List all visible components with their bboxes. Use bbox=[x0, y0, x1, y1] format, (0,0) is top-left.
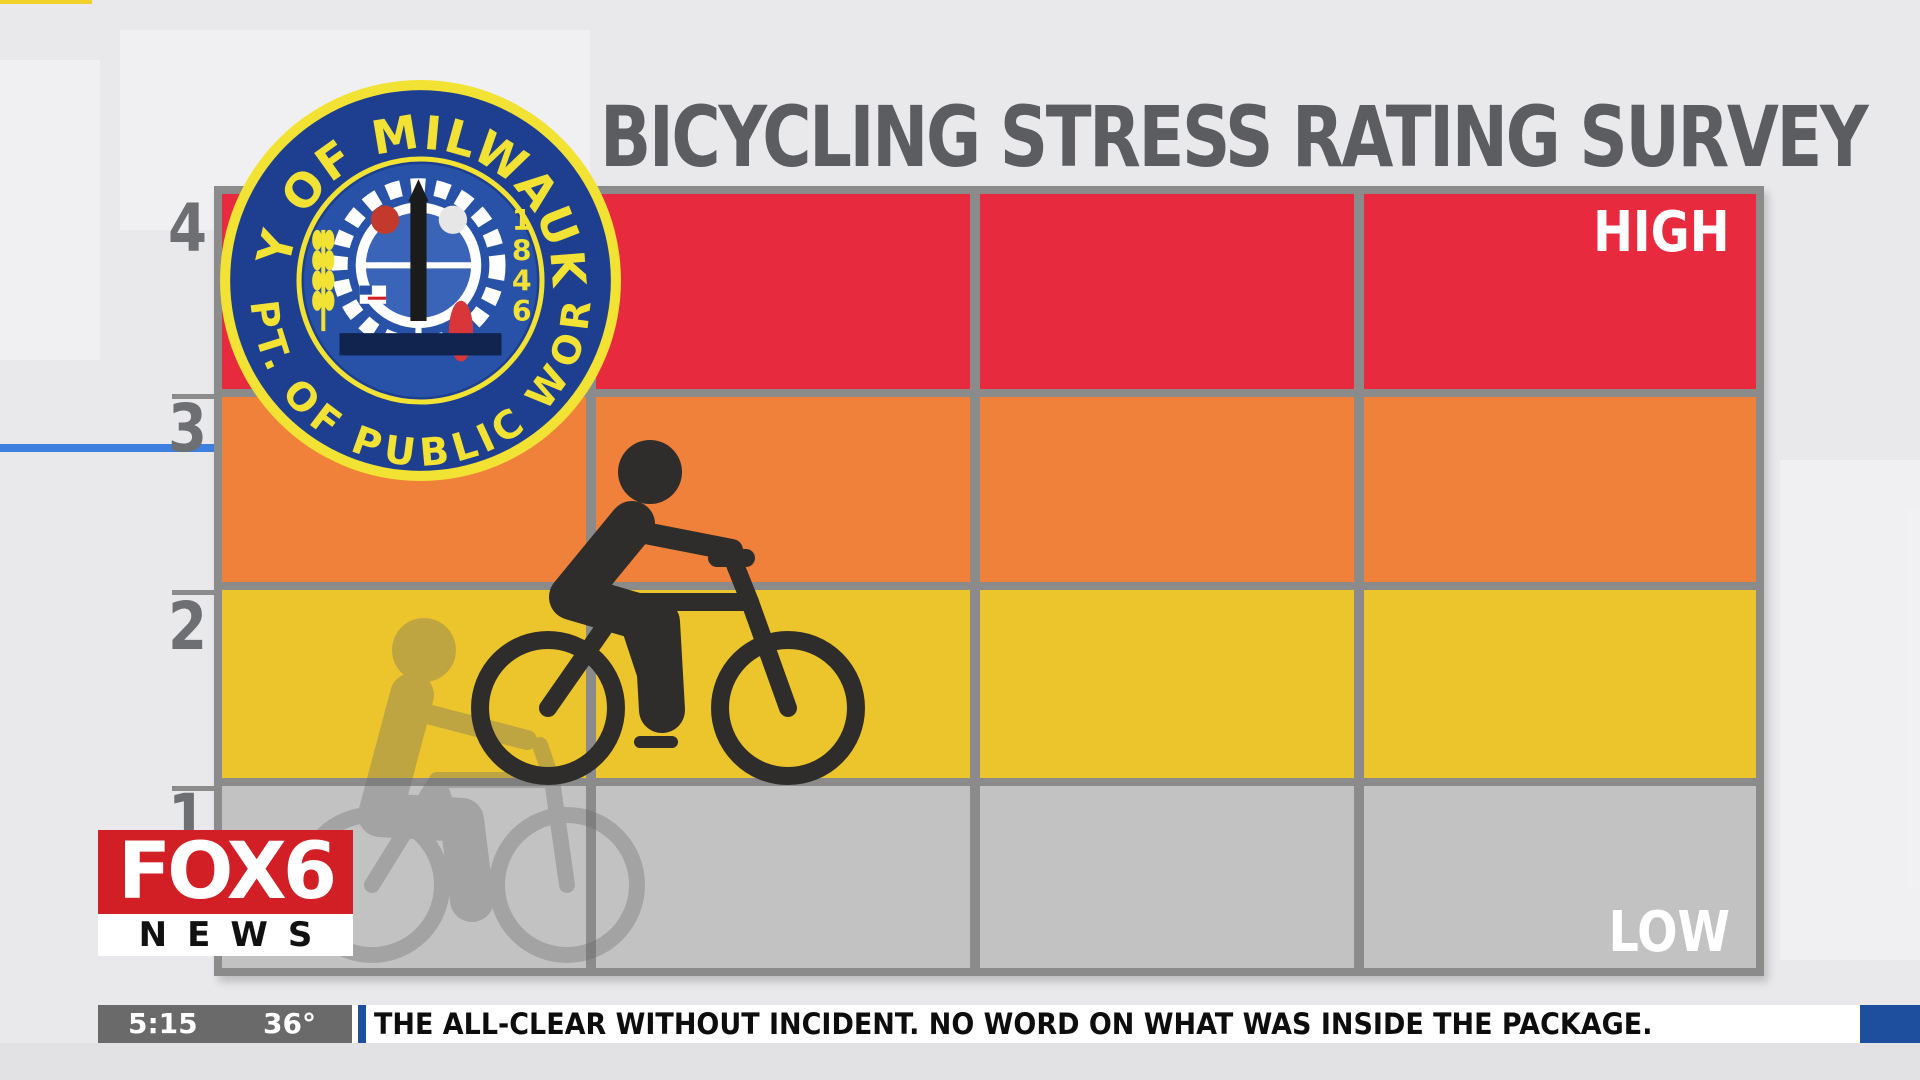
grid-cell-level-1 bbox=[980, 786, 1354, 968]
level-label-4: 4 bbox=[168, 190, 208, 267]
news-ticker: 5:15 36° THE ALL-CLEAR WITHOUT INCIDENT.… bbox=[98, 1005, 1920, 1043]
background-panel bbox=[0, 60, 100, 360]
ticker-divider bbox=[358, 1005, 366, 1043]
city-seal-logo: 1 8 4 6 CITY OF MILWAUKEE DEPT. OF PUBLI… bbox=[218, 78, 621, 481]
high-label: HIGH bbox=[1593, 200, 1730, 265]
cyclist-shadow-icon bbox=[294, 618, 645, 963]
station-logo-top: FOX6 bbox=[98, 830, 353, 914]
svg-text:1: 1 bbox=[512, 204, 532, 237]
axis-tick bbox=[172, 590, 216, 595]
grid-cell-level-4 bbox=[1364, 194, 1756, 389]
stress-rating-grid bbox=[214, 186, 1764, 976]
station-logo: FOX6 NEWS bbox=[98, 830, 353, 956]
station-logo-bottom: NEWS bbox=[98, 914, 353, 956]
ticker-headline: THE ALL-CLEAR WITHOUT INCIDENT. NO WORD … bbox=[374, 1007, 1653, 1041]
axis-tick bbox=[172, 786, 216, 791]
svg-text:4: 4 bbox=[512, 265, 532, 298]
corner-accent bbox=[0, 0, 92, 4]
ticker-temperature: 36° bbox=[263, 1007, 316, 1040]
grid-cell-level-3 bbox=[1364, 397, 1756, 582]
ticker-time: 5:15 bbox=[128, 1007, 198, 1040]
grid-cell-level-2 bbox=[980, 590, 1354, 778]
low-label: LOW bbox=[1608, 900, 1730, 965]
accent-line bbox=[0, 444, 214, 452]
background-panel bbox=[1780, 460, 1920, 960]
ticker-info-box: 5:15 36° bbox=[98, 1005, 352, 1043]
lower-strip bbox=[0, 1043, 1920, 1080]
cyclist-icon bbox=[471, 440, 865, 785]
ticker-end-cap bbox=[1860, 1005, 1920, 1043]
seal-year: 1 8 4 6 bbox=[512, 204, 532, 328]
grid-cell-level-3 bbox=[980, 397, 1354, 582]
page-title: BICYCLING STRESS RATING SURVEY bbox=[600, 88, 1869, 186]
axis-tick bbox=[172, 394, 216, 399]
grid-cell-level-2 bbox=[222, 590, 586, 778]
grid-cell-level-1 bbox=[1364, 786, 1756, 968]
level-label-3: 3 bbox=[168, 390, 208, 467]
level-label-2: 2 bbox=[168, 588, 208, 665]
svg-text:6: 6 bbox=[512, 295, 532, 328]
svg-text:8: 8 bbox=[512, 234, 532, 267]
grid-cell-level-1 bbox=[596, 786, 970, 968]
grid-cell-level-4 bbox=[980, 194, 1354, 389]
grid-cell-level-2 bbox=[1364, 590, 1756, 778]
grid-cell-level-4 bbox=[596, 194, 970, 389]
